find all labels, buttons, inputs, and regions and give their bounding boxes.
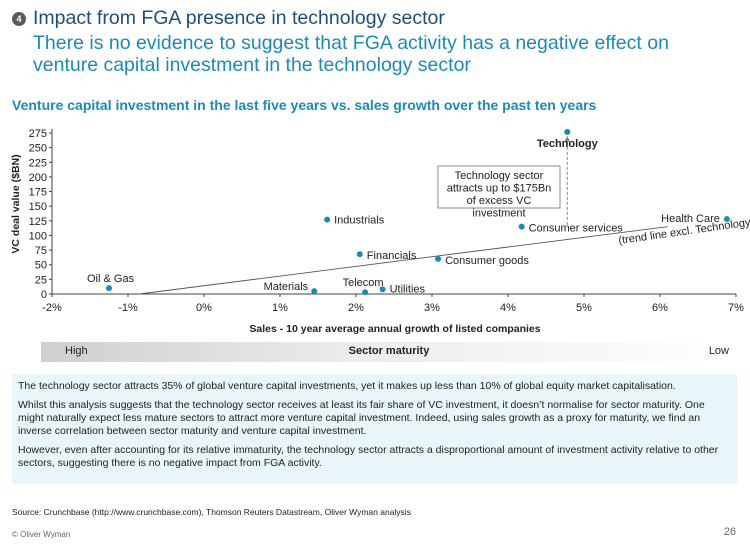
data-point (356, 251, 363, 258)
trend-line (139, 226, 668, 295)
y-tick-label: 0 (41, 289, 47, 301)
x-tick-label: 6% (652, 302, 668, 314)
x-tick-label: 2% (348, 302, 364, 314)
y-axis-title: VC deal value ($BN) (10, 154, 22, 253)
x-tick-label: -2% (42, 302, 62, 314)
data-point-label: Materials (264, 281, 309, 293)
data-point-label: Telecom (343, 277, 384, 289)
data-point-label: Oil & Gas (87, 273, 135, 285)
commentary-paragraph: The technology sector attracts 35% of gl… (18, 380, 676, 392)
x-tick-label: 1% (272, 302, 288, 314)
x-tick-label: 3% (424, 302, 440, 314)
maturity-low-label: Low (708, 345, 729, 357)
x-tick-label: 7% (728, 302, 744, 314)
x-tick-label: 4% (500, 302, 516, 314)
x-tick-label: -1% (118, 302, 138, 314)
data-point-label: Technology (537, 138, 599, 150)
page-number: 26 (723, 526, 736, 538)
annotation-box (437, 165, 561, 209)
sector-maturity-bar: High Sector maturity Low (41, 342, 737, 362)
y-tick-label: 125 (29, 216, 47, 228)
y-tick-label: 175 (29, 187, 47, 199)
annotation-text: Technology sector attracts up to $175Bn of… (447, 170, 552, 220)
commentary-box: The technology sector attracts 35% of gl… (12, 374, 737, 484)
y-tick-label: 150 (29, 201, 47, 213)
data-point-label: Consumer goods (445, 255, 529, 267)
chart-title: Venture capital investment in the last f… (12, 97, 597, 113)
data-point (435, 255, 442, 262)
x-axis-title: Sales - 10 year average annual growth of… (249, 323, 540, 335)
commentary-paragraph: Whilst this analysis suggests that the t… (18, 399, 705, 437)
maturity-title: Sector maturity (348, 345, 430, 357)
maturity-high-label: High (65, 345, 88, 357)
section-number-badge: 4 (12, 12, 26, 26)
copyright: © Oliver Wyman (12, 530, 71, 539)
data-point-label: Health Care (661, 213, 720, 225)
data-point (379, 286, 386, 293)
source-note: Source: Crunchbase (http://www.crunchbas… (12, 507, 411, 517)
y-tick-label: 25 (35, 274, 47, 286)
commentary-paragraph: However, even after accounting for its r… (18, 444, 719, 469)
scatter-chart: 0 25 50 75 100 125 150 175 200 225 250 275 -2% -1% 0% 1… (10, 128, 750, 335)
y-tick-label: 250 (29, 143, 47, 155)
x-tick-label: 5% (576, 302, 592, 314)
data-point (311, 288, 318, 295)
data-point (518, 223, 525, 230)
data-point (106, 285, 112, 292)
y-tick-label: 100 (29, 230, 47, 242)
data-point (564, 128, 571, 135)
y-tick-label: 275 (29, 128, 47, 140)
x-tick-label: 0% (196, 302, 212, 314)
data-point-label: Consumer services (529, 223, 624, 235)
data-point-label: Financials (367, 250, 417, 262)
data-point (362, 289, 369, 296)
y-tick-label: 200 (29, 172, 47, 184)
data-point (723, 216, 730, 223)
excess-arrow-head (564, 135, 571, 142)
y-tick-label: 75 (35, 245, 47, 257)
data-point-label: Industrials (334, 215, 385, 227)
y-tick-label: 225 (29, 157, 47, 169)
page-subtitle: There is no evidence to suggest that FGA… (33, 32, 669, 76)
data-point-label: Utilities (390, 283, 426, 295)
data-point (324, 216, 331, 223)
page-title: Impact from FGA presence in technology s… (33, 7, 445, 29)
y-tick-label: 50 (35, 260, 47, 272)
